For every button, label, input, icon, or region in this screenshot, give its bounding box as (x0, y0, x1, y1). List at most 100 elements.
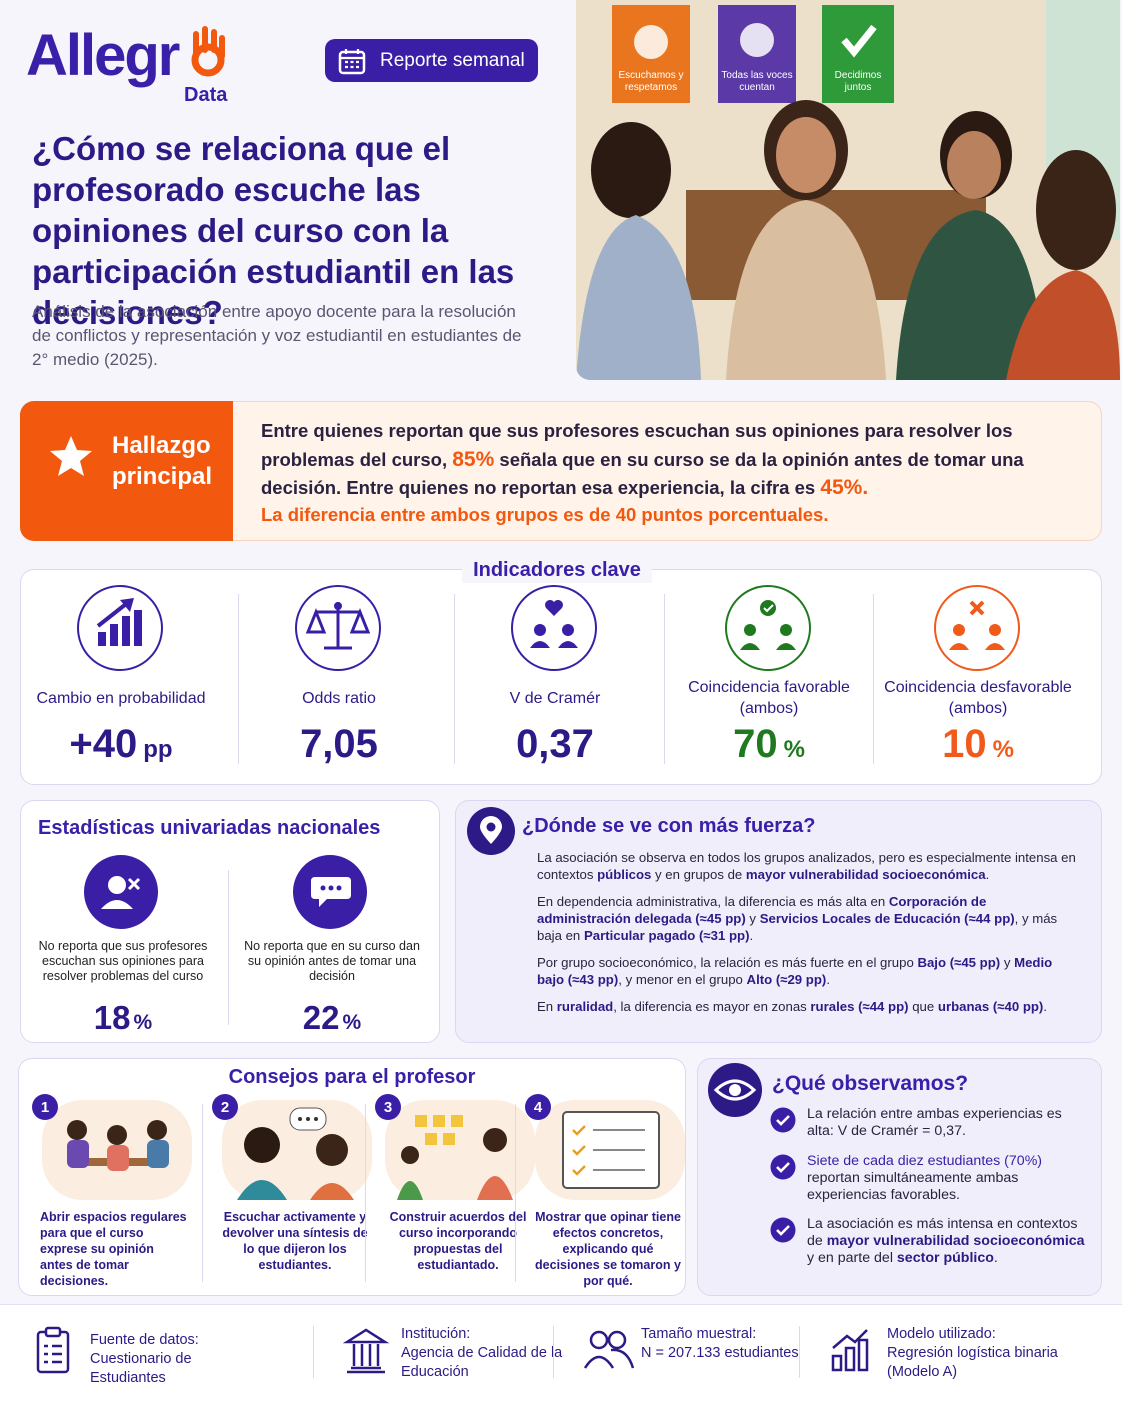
shape (338, 50, 366, 75)
shape (896, 210, 1046, 380)
value-unit: pp (143, 736, 173, 763)
text-segment: La relación entre ambas experiencias es … (807, 1106, 1062, 1139)
shape (583, 1355, 615, 1369)
value-unit: % (133, 1011, 153, 1034)
shape (305, 602, 371, 650)
shape (832, 1329, 868, 1349)
shape (425, 1133, 437, 1145)
divider (799, 1326, 800, 1378)
univariate-item: No reporta que sus profesores escuchan s… (28, 929, 218, 1037)
divider (238, 594, 239, 764)
indicator-label: V de Cramér (509, 689, 601, 707)
univariate-item: No reporta que en su curso dan su opinió… (237, 929, 427, 1037)
highlight: Siete de cada diez estudiantes (70%) (807, 1153, 1043, 1169)
univariate-value: 18% (28, 999, 218, 1037)
poster-text: Escuchamos y respetamos (618, 70, 684, 93)
shape (591, 122, 671, 218)
emphasis: Bajo (≈45 pp) (917, 955, 1001, 970)
shape (770, 1154, 796, 1180)
tip-illustration (385, 1100, 535, 1200)
subtitle: Análisis de la asociación entre apoyo do… (32, 302, 522, 369)
footer-label: Tamaño muestral: (641, 1326, 757, 1342)
check-icon (770, 1217, 796, 1243)
observe-item: La asociación es más intensa en contexto… (769, 1216, 1089, 1267)
shape (298, 1117, 302, 1121)
text-segment: y (1000, 955, 1015, 970)
shape (780, 624, 792, 636)
shape (147, 1140, 169, 1168)
shape (947, 131, 1001, 199)
pin-icon (467, 807, 515, 855)
shape (306, 1117, 310, 1121)
value-text: 70 (733, 722, 778, 766)
footer-icon (831, 1329, 869, 1372)
tip: 3 Construir acuerdos del curso incorporan… (375, 1094, 535, 1284)
shape (576, 215, 701, 380)
section-title: Estadísticas univariadas nacionales (38, 817, 381, 839)
emphasis: Corporación de administración delegada (… (537, 894, 987, 926)
shape (314, 1117, 318, 1121)
shape (397, 1181, 423, 1200)
divider (515, 1104, 516, 1282)
shape (607, 1330, 627, 1350)
footer-label: Institución: (401, 1326, 471, 1342)
text-segment: La asociación se observa en todos los gr… (537, 850, 1076, 882)
star-icon (50, 436, 92, 476)
footer-label: Fuente de datos: (90, 1332, 199, 1348)
tip-text: Escuchar activamente y devolver una sínt… (222, 1210, 368, 1272)
footer-item: Tamaño muestral: N = 207.133 estudiantes (641, 1325, 811, 1363)
shape (120, 598, 134, 612)
shape (311, 877, 351, 907)
where-paragraph: Por grupo socioeconómico, la relación es… (537, 954, 1082, 988)
text-segment: reportan simultáneamente ambas experienc… (807, 1170, 1019, 1203)
indicator-label: Coincidencia desfavorable (ambos) (884, 679, 1072, 717)
shape (415, 1115, 427, 1127)
tip: 1 Abrir espacios regulares para que el cu… (32, 1094, 192, 1288)
shape (726, 200, 886, 380)
tip-illustration (222, 1100, 372, 1200)
shape (844, 1346, 856, 1372)
footer-value: Regresión logística binaria (Modelo A) (887, 1345, 1058, 1380)
indicator: Coincidencia desfavorable (ambos) 10% (870, 676, 1086, 774)
value-text: 22 (302, 999, 340, 1036)
tip-number: 1 (32, 1094, 58, 1120)
emphasis: Servicios Locales de Educación (≈44 pp) (759, 911, 1015, 926)
shape (50, 436, 92, 476)
divider (365, 1104, 366, 1282)
emphasis: mayor vulnerabilidad socioeconómica (826, 1233, 1085, 1249)
where-card (455, 800, 1102, 1043)
emphasis: Alto (≈29 pp) (746, 972, 827, 987)
divider (454, 594, 455, 764)
indicator: V de Cramér 0,37 (447, 676, 663, 768)
shape (147, 1120, 167, 1140)
divider (228, 870, 229, 1025)
footer-item: Modelo utilizado: Regresión logística bin… (887, 1325, 1087, 1382)
divider (553, 1326, 554, 1378)
value-text: 7,05 (300, 722, 378, 766)
value-unit: % (992, 736, 1014, 763)
text-segment: y en grupos de (651, 867, 746, 882)
shape (589, 1330, 609, 1350)
shape (237, 1180, 287, 1200)
footer-icon (36, 1326, 70, 1374)
shape (328, 885, 334, 891)
section-title: ¿Dónde se ve con más fuerza? (522, 815, 816, 837)
text-segment: Entre quienes reportan que sus profesore… (261, 420, 1013, 470)
check-icon (770, 1154, 796, 1180)
observe-item: Siete de cada diez estudiantes (70%) rep… (769, 1153, 1089, 1204)
text-segment: La asociación es más intensa en contexto… (807, 1216, 1078, 1249)
shape (122, 616, 130, 646)
shape (44, 1344, 62, 1364)
shape (36, 1330, 70, 1374)
footer-value: Cuestionario de Estudiantes (90, 1351, 192, 1386)
section-title: Indicadores clave (462, 557, 652, 583)
tip: 4 Mostrar que opinar tiene efectos concre… (525, 1094, 685, 1288)
where-paragraph: La asociación se observa en todos los gr… (537, 849, 1082, 883)
footer-value: Agencia de Calidad de la Educación (401, 1345, 563, 1380)
shape (108, 876, 126, 894)
footer-label: Modelo utilizado: (887, 1326, 996, 1342)
text-segment: . (749, 928, 754, 943)
footer-icon (583, 1330, 635, 1369)
indicator-value: 0,37 (447, 720, 663, 768)
